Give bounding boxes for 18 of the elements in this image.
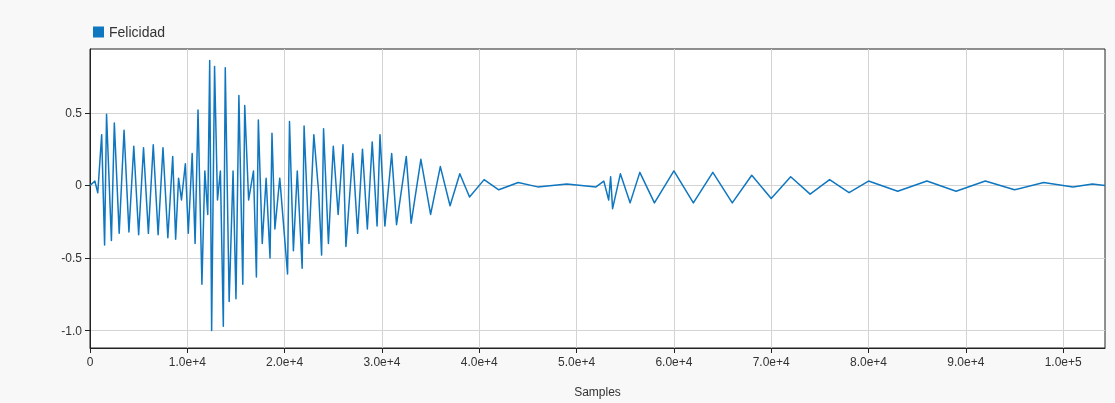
- x-tick-label: 6.0e+4: [655, 355, 693, 369]
- x-tick-label: 9.0e+4: [947, 355, 985, 369]
- y-tick-label: 0: [75, 178, 83, 193]
- x-tick-label: 0: [86, 355, 94, 369]
- x-tick-label: 8.0e+4: [850, 355, 888, 369]
- x-axis-title: Samples: [574, 385, 621, 399]
- x-tick-label: 1.0e+4: [168, 355, 207, 369]
- x-tick-label: 2.0e+4: [266, 355, 304, 369]
- x-tick-label: 4.0e+4: [460, 355, 499, 369]
- y-tick-label: -1.0: [61, 323, 83, 338]
- y-tick-label: -0.5: [61, 251, 83, 266]
- line-series: [89, 59, 1106, 332]
- x-tick-label: 3.0e+4: [363, 355, 401, 369]
- legend-label: Felicidad: [109, 24, 166, 40]
- x-tick-label: 1.0e+5: [1044, 355, 1082, 369]
- y-tick-label: 0.5: [65, 105, 83, 120]
- x-tick-label: 5.0e+4: [558, 355, 596, 369]
- x-tick-label: 7.0e+4: [752, 355, 791, 369]
